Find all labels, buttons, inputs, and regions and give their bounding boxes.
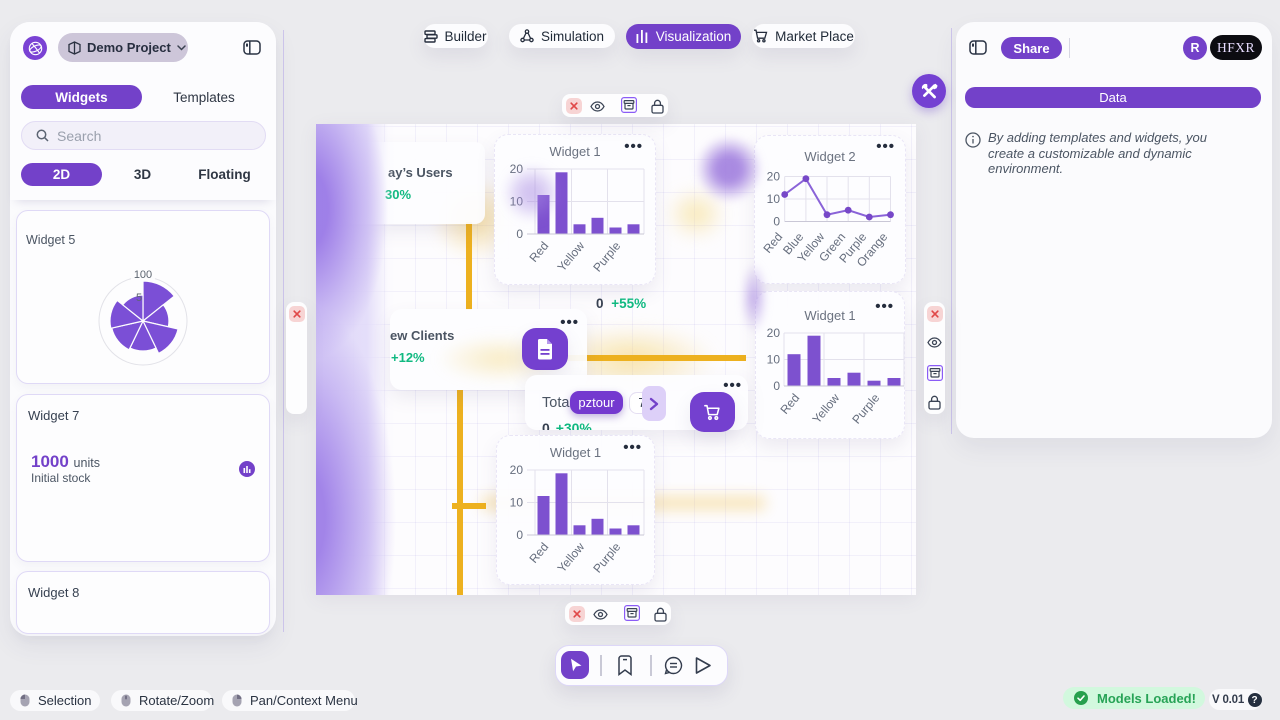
svg-text:Yellow: Yellow	[555, 239, 588, 274]
svg-text:Purple: Purple	[590, 239, 623, 275]
svg-text:Purple: Purple	[590, 540, 623, 576]
svg-text:0: 0	[773, 379, 780, 393]
svg-text:Red: Red	[777, 391, 802, 417]
svg-text:Red: Red	[526, 239, 551, 265]
svg-text:100: 100	[134, 269, 152, 281]
svg-text:0: 0	[516, 528, 523, 542]
svg-text:0: 0	[773, 215, 780, 229]
svg-text:Yellow: Yellow	[555, 540, 588, 575]
svg-text:10: 10	[510, 496, 524, 510]
svg-text:10: 10	[767, 353, 781, 367]
svg-text:Yellow: Yellow	[810, 391, 843, 426]
svg-text:5: 5	[136, 292, 142, 304]
svg-text:Purple: Purple	[849, 391, 882, 427]
svg-text:0: 0	[516, 227, 523, 241]
svg-text:20: 20	[510, 463, 524, 477]
svg-text:Red: Red	[526, 540, 551, 566]
